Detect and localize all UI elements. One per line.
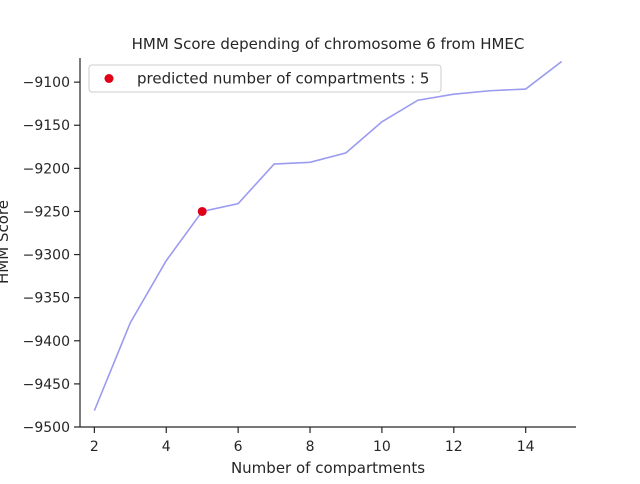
x-tick-label: 14	[517, 439, 535, 455]
predicted-point	[197, 206, 207, 216]
chart-title: HMM Score depending of chromosome 6 from…	[132, 35, 525, 53]
y-tick-label: −9400	[23, 334, 70, 350]
score-series-line	[93, 60, 563, 411]
y-tick-label: −9200	[23, 161, 70, 177]
x-tick-label: 8	[306, 439, 315, 455]
x-tick-label: 10	[373, 439, 391, 455]
x-tick-label: 4	[162, 439, 171, 455]
y-tick-label: −9450	[23, 377, 70, 393]
x-axis-ticks: 2 4 6 8 10 12 14	[90, 427, 535, 455]
x-axis-label: Number of compartments	[231, 459, 425, 477]
y-tick-label: −9100	[23, 75, 70, 91]
legend-label: predicted number of compartments : 5	[137, 70, 429, 88]
legend-marker	[104, 74, 114, 83]
y-axis-ticks: −9500 −9450 −9400 −9350 −9300 −9250 −9200 −9150…	[23, 75, 80, 436]
y-tick-label: −9300	[23, 248, 70, 264]
y-tick-label: −9350	[23, 291, 70, 307]
legend: predicted number of compartments : 5	[88, 64, 442, 93]
x-tick-label: 12	[445, 439, 463, 455]
y-tick-label: −9150	[23, 118, 70, 134]
y-axis-label: HMM Score	[0, 200, 12, 284]
legend-frame	[88, 64, 442, 93]
x-tick-label: 2	[90, 439, 99, 455]
y-tick-label: −9500	[23, 420, 70, 436]
y-tick-label: −9250	[23, 204, 70, 220]
x-tick-label: 6	[234, 439, 243, 455]
